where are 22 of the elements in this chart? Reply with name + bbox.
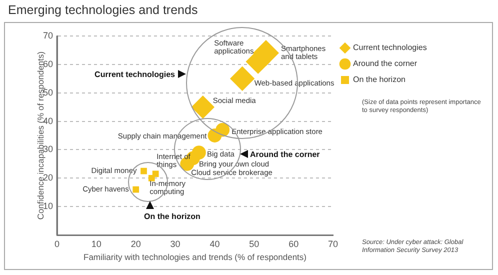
x-tick-label: 60 bbox=[288, 238, 299, 249]
annotation: On the horizon bbox=[144, 212, 200, 221]
x-tick-label: 70 bbox=[328, 238, 338, 249]
annotation: Current technologies bbox=[94, 70, 175, 79]
annotation: Around the corner bbox=[250, 150, 320, 159]
x-tick-label: 40 bbox=[210, 238, 220, 249]
chart-title: Emerging technologies and trends bbox=[8, 3, 198, 17]
x-tick-label: 30 bbox=[170, 238, 180, 249]
y-tick-label: 30 bbox=[42, 144, 53, 154]
x-axis-title: Familiarity with technologies and trends (% of respondents) bbox=[84, 252, 307, 262]
y-tick-label: 20 bbox=[42, 172, 53, 183]
y-tick-label: 70 bbox=[42, 30, 53, 40]
legend-label: Around the corner bbox=[353, 59, 418, 68]
legend-label: On the horizon bbox=[353, 75, 406, 84]
legend-label: Current technologies bbox=[353, 43, 427, 52]
y-tick-label: 60 bbox=[42, 58, 53, 69]
x-tick-label: 10 bbox=[91, 238, 102, 249]
x-tick-label: 0 bbox=[54, 238, 60, 249]
y-tick-label: 40 bbox=[42, 116, 53, 126]
x-tick-label: 20 bbox=[130, 238, 141, 249]
x-tick-label: 50 bbox=[249, 238, 260, 249]
y-tick-label: 10 bbox=[42, 201, 53, 212]
